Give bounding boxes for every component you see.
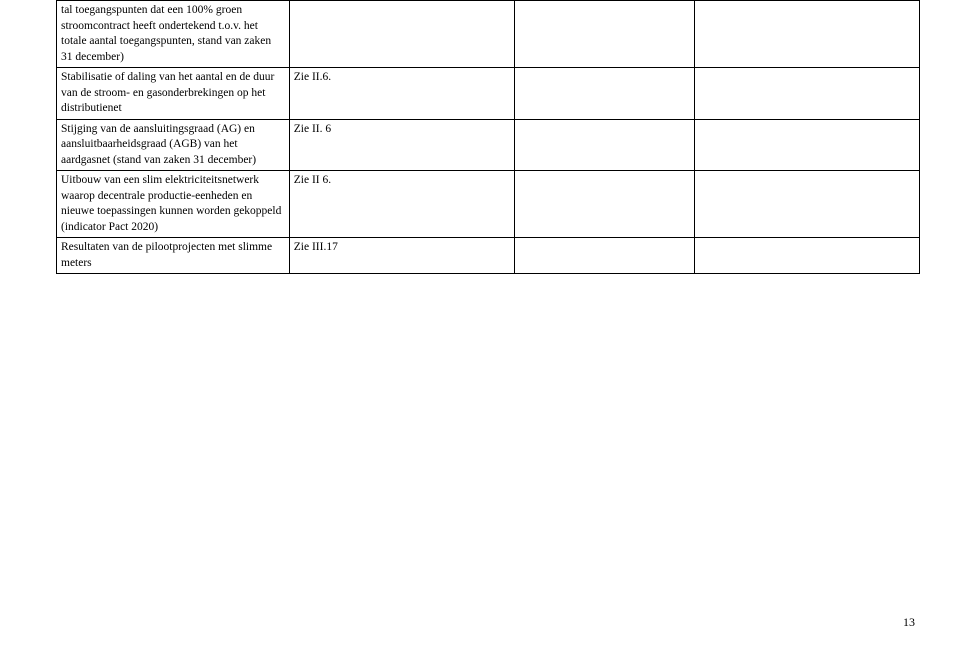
cell-empty	[515, 1, 695, 68]
indicator-table: tal toegangspunten dat een 100% groen st…	[56, 0, 920, 274]
table-row: Resultaten van de pilootprojecten met sl…	[57, 238, 920, 274]
cell-empty	[515, 171, 695, 238]
cell-description: tal toegangspunten dat een 100% groen st…	[57, 1, 290, 68]
cell-empty	[695, 119, 920, 171]
cell-empty	[695, 68, 920, 120]
cell-description: Stabilisatie of daling van het aantal en…	[57, 68, 290, 120]
cell-empty	[515, 68, 695, 120]
cell-empty	[695, 238, 920, 274]
cell-description: Stijging van de aansluitingsgraad (AG) e…	[57, 119, 290, 171]
document-page: tal toegangspunten dat een 100% groen st…	[0, 0, 960, 274]
cell-empty	[515, 238, 695, 274]
page-number: 13	[903, 615, 915, 630]
cell-empty	[695, 1, 920, 68]
cell-description: Resultaten van de pilootprojecten met sl…	[57, 238, 290, 274]
cell-ref: Zie III.17	[289, 238, 515, 274]
table-row: Stabilisatie of daling van het aantal en…	[57, 68, 920, 120]
cell-description: Uitbouw van een slim elektriciteitsnetwe…	[57, 171, 290, 238]
cell-ref: Zie II. 6	[289, 119, 515, 171]
table-row: Stijging van de aansluitingsgraad (AG) e…	[57, 119, 920, 171]
table-row: tal toegangspunten dat een 100% groen st…	[57, 1, 920, 68]
cell-empty	[515, 119, 695, 171]
cell-ref: Zie II 6.	[289, 171, 515, 238]
table-row: Uitbouw van een slim elektriciteitsnetwe…	[57, 171, 920, 238]
cell-empty	[695, 171, 920, 238]
cell-ref: Zie II.6.	[289, 68, 515, 120]
cell-ref	[289, 1, 515, 68]
